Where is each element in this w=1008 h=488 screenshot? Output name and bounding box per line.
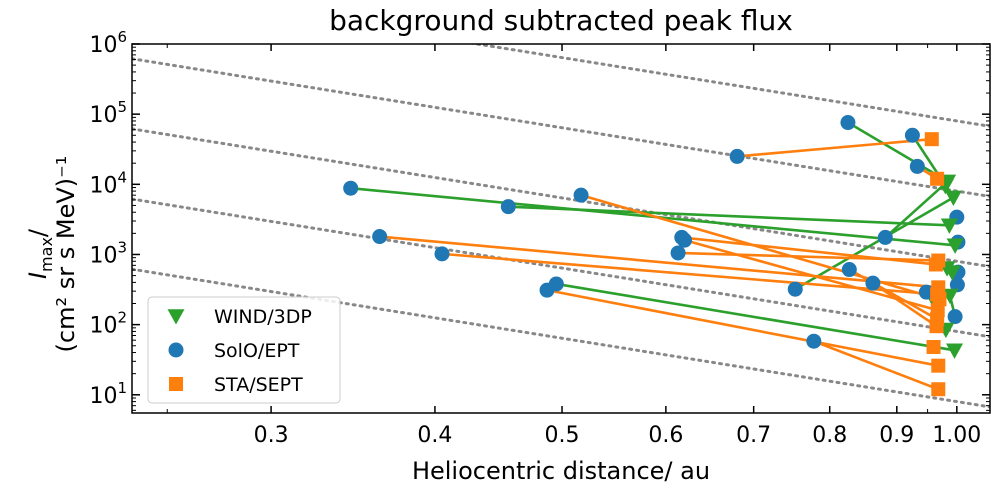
connection-line <box>508 205 950 227</box>
data-point-sta-sept <box>929 319 944 334</box>
y-tick-label: 104 <box>89 168 127 198</box>
y-tick-label: 102 <box>89 309 127 339</box>
y-axis-title: Imax/ (cm² sr s MeV)⁻¹ <box>24 156 80 353</box>
x-tick-label: 1.00 <box>932 423 981 448</box>
data-point-solo-ept <box>670 245 686 261</box>
data-markers <box>343 115 966 397</box>
connection-line <box>794 196 955 291</box>
x-axis-title: Heliocentric distance/ au <box>412 457 710 485</box>
data-point-wind-3dp <box>943 265 961 281</box>
y-axis-title-symbol: I <box>24 272 52 279</box>
legend-label: WIND/3DP <box>214 306 312 328</box>
x-tick-label: 0.4 <box>417 423 452 448</box>
legend-marker <box>168 342 184 358</box>
x-tick-label: 0.8 <box>812 423 847 448</box>
connection-line <box>813 340 939 391</box>
data-point-solo-ept <box>904 127 920 143</box>
data-point-solo-ept <box>787 281 803 297</box>
data-point-wind-3dp <box>940 218 958 234</box>
reference-line <box>132 57 990 198</box>
reference-line <box>467 44 990 128</box>
data-point-sta-sept <box>932 292 947 307</box>
y-axis-title-slash: / <box>24 228 52 237</box>
connection-line <box>546 288 939 367</box>
data-point-sta-sept <box>926 339 941 354</box>
y-axis-title-line2: (cm² sr s MeV)⁻¹ <box>52 156 80 353</box>
data-point-solo-ept <box>677 232 693 248</box>
data-point-sta-sept <box>931 382 946 397</box>
connection-line <box>379 235 939 289</box>
legend-marker <box>169 377 183 391</box>
y-tick-label: 103 <box>89 238 127 268</box>
y-tick-label: 106 <box>89 28 127 58</box>
data-point-solo-ept <box>548 276 564 292</box>
data-point-solo-ept <box>841 262 857 278</box>
connection-line <box>847 121 949 183</box>
y-axis-title-subscript: max <box>37 237 56 272</box>
reference-line <box>132 267 990 409</box>
data-point-sta-sept <box>930 171 945 186</box>
data-point-sta-sept <box>924 132 939 147</box>
y-tick-label: 105 <box>89 98 127 128</box>
data-point-wind-3dp <box>946 238 964 254</box>
data-point-solo-ept <box>343 180 359 196</box>
data-point-solo-ept <box>500 199 516 215</box>
x-axis: 0.3 0.4 0.5 0.6 0.7 0.8 0.9 1.00 <box>166 44 981 448</box>
x-tick-label: 0.6 <box>648 423 683 448</box>
reference-line <box>132 127 990 269</box>
y-axis-title-line1: Imax/ <box>24 228 56 279</box>
chart-title: background subtracted peak flux <box>329 4 793 37</box>
plot-frame <box>131 43 991 414</box>
data-point-solo-ept <box>947 309 963 325</box>
connection-line <box>580 193 940 301</box>
data-point-solo-ept <box>865 275 881 291</box>
reference-lines <box>132 44 990 409</box>
connection-line <box>556 282 955 352</box>
connection-line <box>737 137 932 158</box>
data-point-solo-ept <box>806 333 822 349</box>
data-point-solo-ept <box>877 229 893 245</box>
x-tick-label: 0.3 <box>254 423 289 448</box>
data-point-solo-ept <box>434 246 450 262</box>
y-tick-label: 101 <box>89 379 127 409</box>
legend-label: SolO/EPT <box>214 340 300 362</box>
x-tick-label: 0.9 <box>879 423 914 448</box>
reference-line <box>132 197 990 339</box>
data-point-wind-3dp <box>946 343 964 359</box>
connection-line <box>884 180 949 239</box>
connection-line <box>872 282 938 328</box>
connection-line <box>848 268 938 321</box>
legend-label: STA/SEPT <box>214 374 303 396</box>
legend: WIND/3DP SolO/EPT STA/SEPT <box>147 296 341 404</box>
data-point-solo-ept <box>372 229 388 245</box>
connection-line <box>681 236 937 266</box>
x-tick-label: 0.7 <box>736 423 771 448</box>
data-point-solo-ept <box>573 187 589 203</box>
y-axis: 101 102 103 104 105 106 <box>89 28 990 411</box>
data-point-solo-ept <box>949 277 965 293</box>
data-point-solo-ept <box>909 158 925 174</box>
legend-box <box>147 296 341 404</box>
data-point-solo-ept <box>729 148 745 164</box>
data-point-solo-ept <box>840 115 856 131</box>
data-point-sta-sept <box>931 358 946 373</box>
legend-marker <box>167 309 185 325</box>
data-point-sta-sept <box>931 253 946 268</box>
x-tick-label: 0.5 <box>545 423 580 448</box>
data-point-wind-3dp <box>944 190 962 206</box>
